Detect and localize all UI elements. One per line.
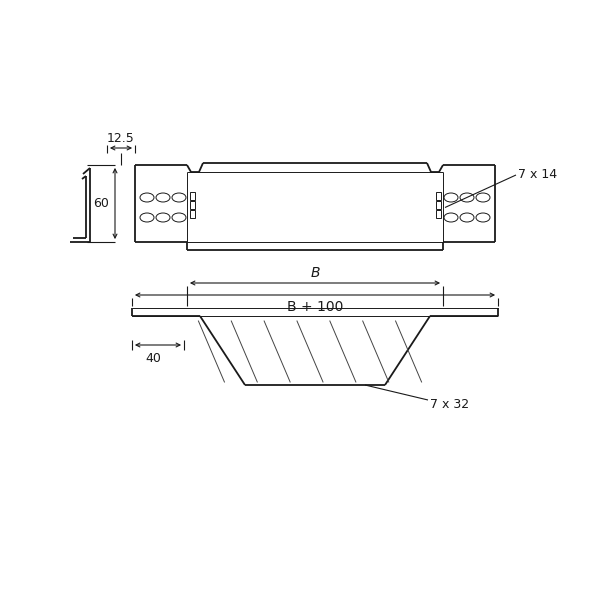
Bar xyxy=(190,191,194,199)
Text: 40: 40 xyxy=(145,352,161,365)
Text: B + 100: B + 100 xyxy=(287,300,343,314)
Text: 12.5: 12.5 xyxy=(107,131,135,145)
Text: B: B xyxy=(310,266,320,280)
Text: 7 x 14: 7 x 14 xyxy=(518,169,557,181)
Bar xyxy=(436,191,440,199)
Bar xyxy=(436,200,440,208)
Text: 7 x 32: 7 x 32 xyxy=(430,398,469,412)
Bar xyxy=(190,200,194,208)
Bar xyxy=(190,209,194,217)
Bar xyxy=(436,209,440,217)
Text: 60: 60 xyxy=(93,197,109,210)
